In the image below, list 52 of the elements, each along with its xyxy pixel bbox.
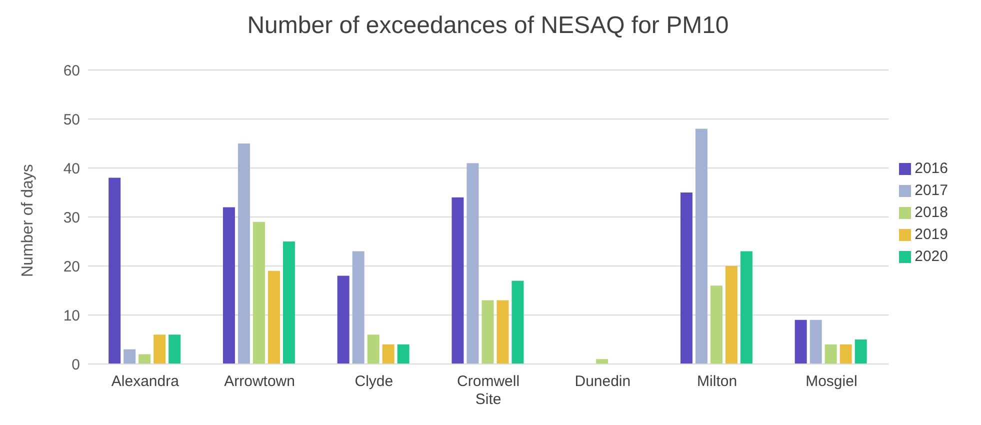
bar: [854, 340, 867, 364]
y-tick-label: 40: [63, 160, 80, 178]
y-axis-title: Number of days: [20, 164, 37, 277]
bar: [138, 354, 151, 364]
bar: [596, 359, 608, 364]
x-tick-label: Alexandra: [111, 373, 180, 390]
legend-label: 2018: [914, 204, 948, 221]
bar: [695, 128, 708, 364]
bar: [824, 344, 837, 364]
bar: [466, 163, 479, 364]
bar: [680, 192, 692, 364]
bar: [268, 270, 280, 364]
x-tick-label: Clyde: [354, 373, 394, 390]
legend-label: 2019: [914, 226, 948, 243]
x-tick-label: Cromwell Site: [457, 373, 520, 408]
bar: [252, 222, 265, 364]
legend-label: 2020: [914, 248, 948, 265]
bar: [337, 276, 350, 364]
bar: [512, 280, 524, 364]
bar: [367, 334, 380, 364]
bar: [840, 344, 852, 364]
bar: [382, 344, 394, 364]
bar: [108, 178, 121, 364]
bar: [282, 242, 295, 364]
bar: [740, 251, 752, 364]
bar: [154, 334, 166, 364]
x-tick-label: Milton: [697, 373, 738, 390]
bar: [710, 286, 722, 364]
y-tick-label: 20: [63, 258, 80, 276]
bar: [397, 344, 410, 364]
bar: [168, 334, 181, 364]
bar: [810, 320, 822, 364]
bar: [725, 266, 738, 364]
legend-label: 2017: [914, 182, 948, 199]
legend-label: 2016: [914, 160, 948, 177]
y-tick-label: 50: [63, 111, 80, 128]
x-tick-label: Mosgiel: [806, 373, 858, 390]
bar: [124, 349, 136, 364]
chart-title: Number of exceedances of NESAQ for PM10: [246, 12, 730, 40]
x-tick-label: Arrowtown: [224, 373, 295, 390]
bar: [482, 300, 494, 364]
x-tick-label: Dunedin: [574, 373, 631, 390]
bar: [352, 251, 364, 364]
y-tick-label: 10: [63, 307, 80, 324]
y-tick-label: 60: [63, 62, 80, 80]
bar: [794, 320, 807, 364]
bar: [452, 197, 464, 364]
bar: [238, 144, 250, 364]
bar: [222, 207, 235, 364]
y-tick-label: 0: [72, 356, 80, 374]
y-tick-label: 30: [63, 209, 80, 226]
bar: [496, 300, 509, 364]
